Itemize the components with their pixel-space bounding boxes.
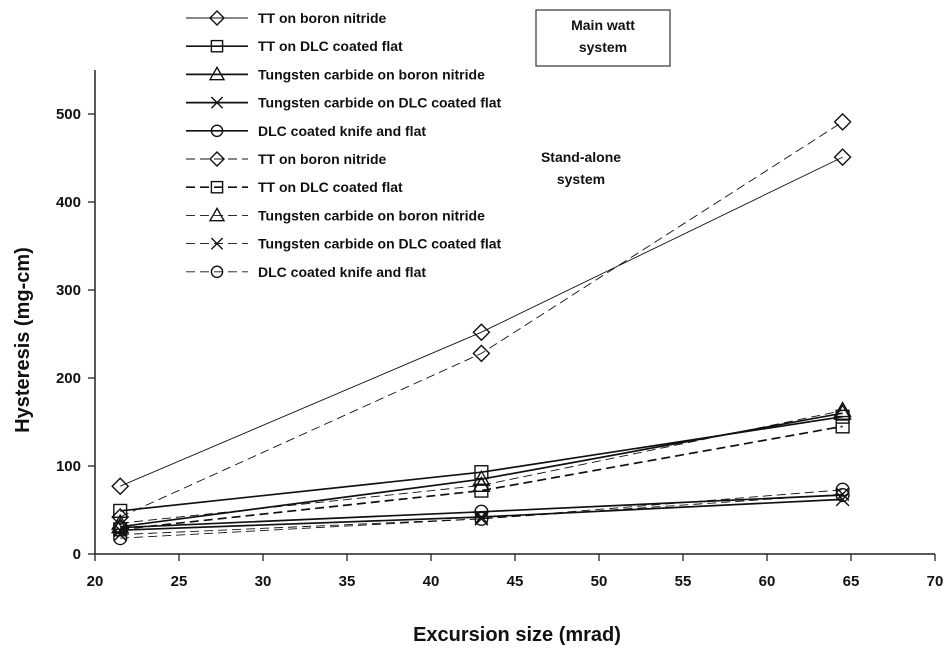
legend-marker-circle xyxy=(210,265,224,279)
series-line-8 xyxy=(120,410,843,524)
legend-label: Tungsten carbide on DLC coated flat xyxy=(258,236,502,252)
legend-marker-square xyxy=(210,39,224,53)
y-tick-label: 500 xyxy=(56,106,81,123)
data-point-triangle xyxy=(833,403,852,420)
legend-marker-triangle xyxy=(208,206,226,222)
y-axis-title: Hysteresis (mg-cm) xyxy=(12,247,34,433)
legend-label: Tungsten carbide on DLC coated flat xyxy=(258,95,502,111)
data-point-x xyxy=(835,487,850,502)
x-tick-label: 70 xyxy=(927,573,944,590)
legend-label: DLC coated knife and flat xyxy=(258,264,426,280)
series-markers xyxy=(110,112,852,546)
annotations: Main watt system Stand-alone system xyxy=(535,9,671,187)
legend-marker-diamond xyxy=(209,151,225,167)
x-tick-label: 45 xyxy=(507,573,524,590)
series-lines xyxy=(120,121,843,539)
data-point-triangle xyxy=(472,475,491,493)
main-watt-system-label: system xyxy=(579,39,627,55)
y-tick-label: 400 xyxy=(56,194,81,211)
data-point-triangle xyxy=(472,469,491,486)
data-point-diamond xyxy=(111,508,130,527)
data-point-x xyxy=(113,523,128,538)
legend-marker-diamond xyxy=(209,10,225,26)
x-axis-title: Excursion size (mrad) xyxy=(413,624,621,646)
y-tick-label: 200 xyxy=(56,370,81,387)
series-line-9 xyxy=(120,493,843,536)
x-tick-label: 65 xyxy=(843,573,860,590)
data-point-circle xyxy=(113,531,128,546)
data-point-circle xyxy=(835,482,850,497)
series-line-10 xyxy=(120,489,843,539)
x-tick-label: 60 xyxy=(759,573,776,590)
legend-label: Tungsten carbide on boron nitride xyxy=(258,66,485,82)
stand-alone-system-label: Stand-alone xyxy=(541,149,621,165)
data-point-diamond xyxy=(833,148,852,167)
x-tick-label: 55 xyxy=(675,573,692,590)
legend-marker-triangle xyxy=(208,65,226,81)
legend-label: TT on DLC coated flat xyxy=(258,179,403,195)
stand-alone-system-label: system xyxy=(557,171,605,187)
legend-marker-circle xyxy=(210,124,224,138)
axes: 20 25 30 35 40 45 50 55 60 65 70 0 100 200 300 400 500 xyxy=(56,70,943,590)
y-tick-label: 0 xyxy=(73,546,81,563)
series-line-7 xyxy=(120,425,843,531)
data-point-diamond xyxy=(472,323,491,342)
data-point-x xyxy=(113,527,128,542)
legend-marker-square xyxy=(210,180,224,194)
legend-label: TT on boron nitride xyxy=(258,151,387,167)
legend-marker-x xyxy=(210,237,224,250)
data-point-x xyxy=(474,510,489,524)
data-point-triangle xyxy=(833,401,852,418)
data-point-square xyxy=(474,483,489,498)
y-tick-label: 300 xyxy=(56,282,81,299)
main-watt-system-label: Main watt xyxy=(571,17,635,33)
legend: TT on boron nitride TT on DLC coated flat… xyxy=(186,10,502,280)
data-point-square xyxy=(113,503,128,518)
legend-label: Tungsten carbide on boron nitride xyxy=(258,207,485,223)
x-tick-label: 50 xyxy=(591,573,608,590)
data-point-circle xyxy=(474,511,489,526)
legend-label: TT on DLC coated flat xyxy=(258,38,403,54)
data-point-diamond xyxy=(111,477,130,496)
x-tick-label: 35 xyxy=(339,573,356,590)
x-tick-label: 25 xyxy=(171,573,188,590)
data-point-triangle xyxy=(110,513,130,530)
main-watt-system-box xyxy=(535,9,671,67)
series-line-6 xyxy=(120,121,843,518)
series-line-1 xyxy=(120,156,843,487)
data-point-diamond xyxy=(833,112,852,131)
data-point-square xyxy=(835,419,850,434)
x-tick-label: 30 xyxy=(255,573,272,590)
legend-label: DLC coated knife and flat xyxy=(258,123,426,139)
x-tick-label: 20 xyxy=(87,573,104,590)
legend-marker-x xyxy=(210,96,224,109)
y-tick-label: 100 xyxy=(56,458,81,475)
legend-label: TT on boron nitride xyxy=(258,10,387,26)
data-point-circle xyxy=(835,487,850,503)
data-point-diamond xyxy=(472,344,491,363)
x-tick-label: 40 xyxy=(423,573,440,590)
